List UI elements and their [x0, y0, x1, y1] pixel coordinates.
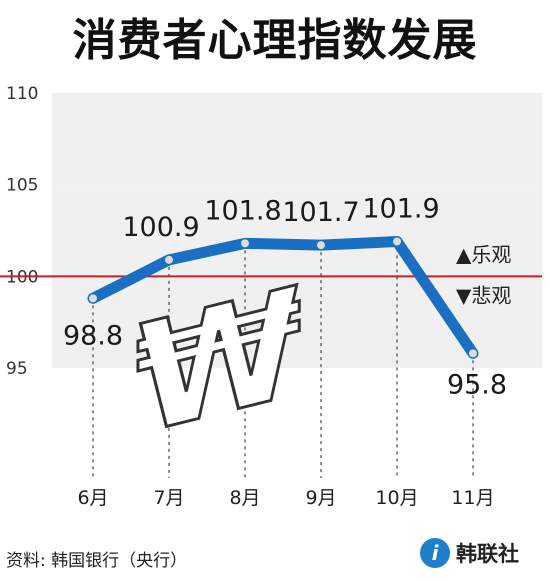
- y-tick-label: 105: [6, 176, 38, 196]
- data-label: 100.9: [122, 212, 199, 243]
- won-symbol-icon: ₩: [135, 252, 303, 471]
- legend-down: ▼悲观: [456, 283, 511, 307]
- y-tick-label: 110: [6, 84, 38, 104]
- x-tick-label: 8月: [229, 487, 260, 509]
- series-line: [87, 236, 479, 359]
- x-tick-label: 10月: [375, 487, 418, 509]
- legend-up: ▲乐观: [456, 242, 511, 266]
- data-point: [317, 241, 325, 250]
- won-symbol-glyph: ₩: [136, 254, 301, 470]
- background-band: [52, 276, 542, 368]
- x-tick-label: 9月: [305, 487, 336, 509]
- source-note: 资料: 韩国银行（央行）: [6, 551, 188, 571]
- data-label: 95.8: [447, 369, 507, 400]
- x-tick-label: 6月: [77, 487, 108, 509]
- y-tick-label: 95: [6, 359, 28, 379]
- data-point: [469, 349, 477, 358]
- publisher-logo: i 韩联社: [420, 538, 519, 568]
- data-point: [165, 255, 173, 264]
- data-label: 101.8: [204, 195, 281, 226]
- data-point: [89, 294, 97, 303]
- data-point: [241, 239, 249, 248]
- data-point: [393, 237, 401, 246]
- x-tick-label: 7月: [153, 487, 184, 509]
- x-tick-label: 11月: [451, 487, 494, 509]
- chart-title: 消费者心理指数发展: [72, 15, 478, 66]
- background-band: [52, 93, 542, 185]
- data-label: 101.9: [362, 194, 439, 225]
- data-label: 98.8: [63, 320, 123, 351]
- publisher-name: 韩联社: [456, 542, 519, 566]
- data-label: 101.7: [282, 197, 359, 228]
- publisher-logo-icon: i: [420, 538, 450, 568]
- background-band: [52, 184, 542, 277]
